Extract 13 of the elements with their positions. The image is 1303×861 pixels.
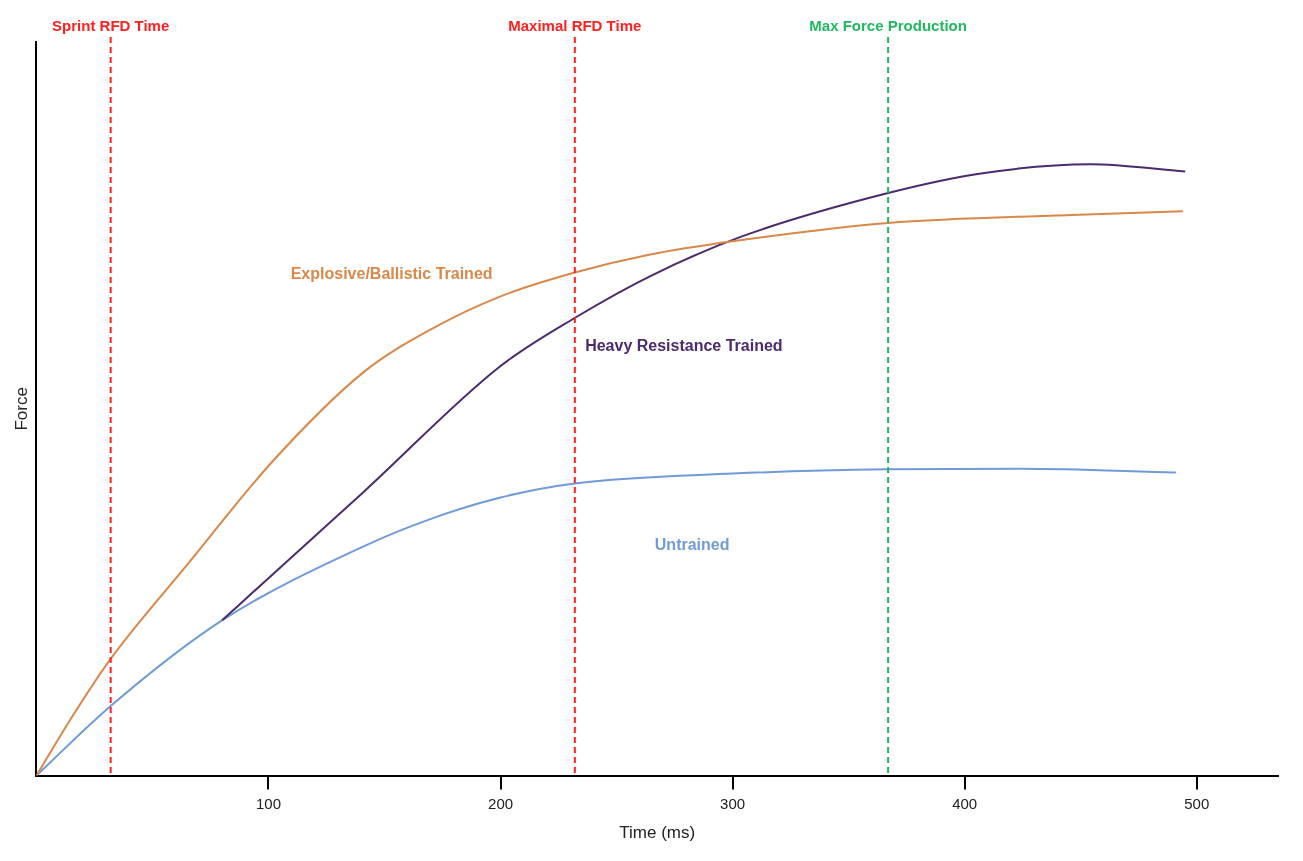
- ref-line-label: Max Force Production: [809, 16, 967, 34]
- ref-line-label: Maximal RFD Time: [508, 16, 642, 34]
- series-label: Heavy Resistance Trained: [585, 336, 783, 354]
- text: Untrained: [654, 535, 730, 553]
- x-tick-label: 200: [488, 794, 514, 812]
- series-label: Explosive/Ballistic Trained: [290, 264, 493, 282]
- x-tick-label: 100: [255, 794, 281, 812]
- x-axis-title: Time (ms): [619, 823, 696, 843]
- x-tick-label: 400: [952, 794, 978, 812]
- x-tick-label: 500: [1184, 794, 1210, 812]
- ref-line-label: Sprint RFD Time: [52, 16, 170, 34]
- y-axis-title: Force: [11, 387, 31, 431]
- x-tick-label: 300: [720, 794, 746, 812]
